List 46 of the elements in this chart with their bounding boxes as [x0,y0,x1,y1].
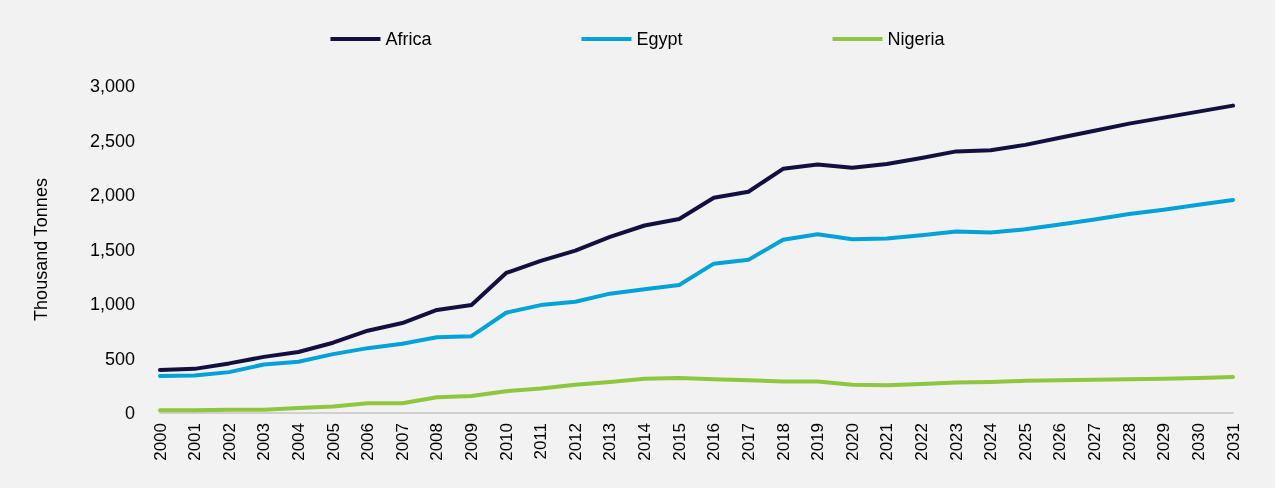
x-tick-label: 2000 [150,423,170,461]
y-axis-title: Thousand Tonnes [31,178,51,321]
x-tick-label: 2009 [462,423,482,461]
x-tick-label: 2025 [1015,423,1035,461]
y-tick-label: 2,000 [89,185,135,205]
x-tick-label: 2022 [911,423,931,461]
x-tick-label: 2003 [254,423,274,461]
y-tick-label: 0 [124,403,135,423]
y-tick-label: 2,500 [89,130,135,151]
line-series [158,197,1235,378]
x-tick-label: 2006 [358,423,378,461]
legend-label: Africa [385,29,433,49]
y-tick-label: 3,000 [89,76,135,96]
x-tick-label: 2015 [669,423,689,461]
x-tick-label: 2014 [635,423,655,461]
x-tick-label: 2005 [323,423,343,461]
x-tick-label: 2029 [1154,423,1174,461]
legend-label: Nigeria [887,29,946,49]
x-tick-label: 2018 [773,423,793,461]
line-series [158,103,1235,372]
x-tick-label: 2021 [877,423,897,461]
x-tick-label: 2028 [1119,423,1139,461]
x-tick-label: 2030 [1188,423,1208,461]
x-tick-label: 2023 [946,423,966,461]
y-tick-label: 1,500 [89,239,135,260]
x-tick-label: 2031 [1223,423,1243,461]
x-tick-label: 2019 [808,423,828,461]
x-tick-label: 2010 [496,423,516,461]
x-tick-label: 2016 [704,423,724,461]
x-tick-label: 2008 [427,423,447,461]
x-tick-label: 2002 [219,423,239,461]
line-series [158,375,1235,413]
x-tick-label: 2026 [1050,423,1070,461]
x-tick-label: 2027 [1085,423,1105,461]
legend-label: Egypt [636,29,683,49]
x-tick-label: 2011 [531,423,551,460]
x-tick-label: 2024 [981,423,1001,461]
y-tick-label: 500 [104,348,135,369]
x-tick-label: 2012 [565,423,585,461]
x-tick-label: 2001 [185,423,205,461]
x-tick-label: 2007 [392,423,412,461]
x-tick-label: 2004 [288,423,308,461]
x-tick-label: 2020 [842,423,862,461]
x-tick-label: 2017 [738,423,758,461]
x-tick-label: 2013 [600,423,620,461]
y-tick-label: 1,000 [89,294,135,314]
